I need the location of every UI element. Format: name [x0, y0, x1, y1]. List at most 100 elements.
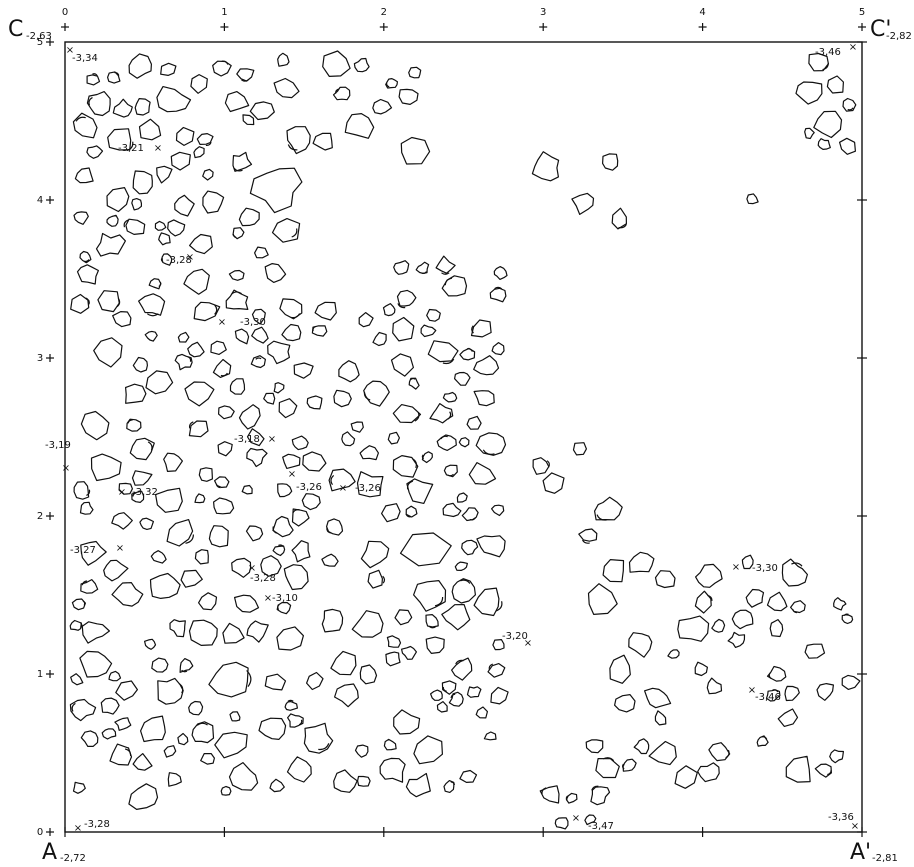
stone-shading	[233, 167, 243, 172]
stone	[490, 686, 509, 705]
x-axis-label: 0	[62, 7, 68, 18]
elevation-point: ×	[732, 562, 740, 573]
stone-shading	[602, 757, 615, 762]
stone	[420, 324, 437, 338]
stone	[115, 680, 138, 701]
stone	[214, 731, 248, 759]
stone	[241, 484, 253, 495]
stone-shading	[196, 722, 208, 726]
stone	[413, 735, 443, 765]
corner-letter: A	[42, 840, 57, 865]
stone	[392, 316, 415, 342]
stone	[272, 515, 294, 538]
stone	[251, 326, 269, 344]
elevation-point: ×	[849, 42, 857, 53]
stone	[353, 57, 370, 73]
stone	[194, 549, 209, 565]
stone	[429, 403, 454, 424]
stone	[277, 52, 290, 67]
stone	[103, 559, 129, 582]
stone	[421, 451, 433, 464]
elevation-point: ×	[851, 821, 859, 832]
stone-shading	[298, 719, 303, 726]
stone	[145, 370, 174, 395]
stone	[781, 558, 809, 587]
stone	[311, 325, 328, 337]
stone	[493, 266, 508, 280]
stone-shading	[429, 625, 437, 629]
stone-shading	[421, 454, 425, 460]
x-axis-label: 1	[221, 7, 227, 18]
stone	[590, 786, 611, 806]
stone-shading	[231, 291, 242, 295]
stone	[69, 619, 83, 631]
stone-shading	[792, 609, 798, 614]
stone-shading	[86, 489, 91, 496]
stone-shading	[541, 787, 547, 795]
stone	[694, 563, 723, 588]
stone	[491, 504, 505, 517]
stone-shading	[414, 411, 420, 422]
stone	[166, 518, 194, 547]
elevation-label: -3,26	[296, 482, 322, 493]
stone	[381, 503, 401, 523]
stone	[396, 289, 417, 307]
stone	[114, 717, 132, 731]
stone	[341, 431, 356, 447]
stone	[338, 360, 360, 383]
stone	[398, 88, 419, 106]
elevation-label: -3,28	[250, 573, 276, 584]
stone	[442, 502, 462, 518]
stone	[217, 441, 233, 457]
stone	[278, 398, 298, 419]
stone	[93, 337, 123, 368]
stone	[174, 194, 195, 217]
elevation-point: ×	[186, 252, 194, 263]
stone	[72, 112, 98, 139]
stone	[126, 418, 142, 432]
stone	[144, 638, 157, 650]
stone	[487, 662, 506, 678]
stone	[769, 618, 784, 638]
stone	[394, 609, 413, 626]
stone	[312, 132, 333, 151]
stone	[151, 657, 169, 673]
stone-shading	[591, 785, 599, 791]
stone	[177, 331, 190, 343]
stone	[451, 657, 473, 681]
stone-shading	[442, 358, 455, 365]
stone-shading	[434, 596, 444, 607]
stone-shading	[81, 580, 88, 586]
stone-shading	[397, 303, 406, 309]
stone	[795, 81, 823, 105]
elevation-label: -3,46	[815, 47, 841, 58]
elevation-point: ×	[154, 143, 162, 154]
stone-shading	[596, 514, 607, 521]
stone	[816, 682, 835, 701]
stone	[436, 700, 448, 713]
stone	[392, 455, 419, 478]
stone-shading	[312, 325, 316, 332]
stone	[263, 392, 276, 405]
stone	[789, 600, 806, 614]
stone-shading	[707, 594, 713, 601]
stone	[565, 792, 578, 804]
stone	[95, 232, 127, 257]
stone	[435, 255, 456, 274]
stone	[708, 742, 731, 762]
stone	[80, 410, 110, 441]
stone	[766, 591, 788, 612]
stone	[633, 738, 650, 755]
stone-shading	[822, 62, 829, 71]
x-axis-label: 2	[381, 7, 387, 18]
stone-shading	[725, 749, 730, 759]
stone	[443, 464, 458, 478]
stone	[291, 540, 311, 563]
stone	[399, 532, 452, 567]
stone-shading	[494, 286, 503, 290]
stone	[158, 232, 171, 246]
stone-shading	[278, 544, 284, 547]
elevation-point: ×	[288, 469, 296, 480]
elevation-label: -3,26	[355, 483, 381, 494]
stone	[745, 588, 765, 608]
